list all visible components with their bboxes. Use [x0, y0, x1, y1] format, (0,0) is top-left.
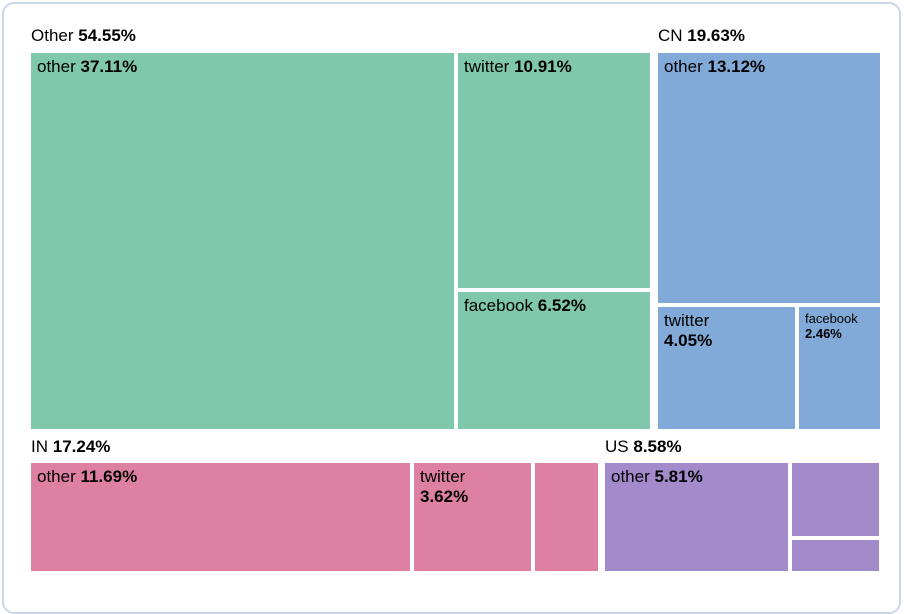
cell-pct-text: 19.63%: [687, 26, 745, 45]
treemap-cell-us-unlabeled[interactable]: [792, 463, 879, 536]
cell-pct-text: 5.81%: [654, 467, 703, 486]
cell-name-text: twitter: [420, 467, 466, 486]
treemap-group-label-in: IN 17.24%: [31, 437, 110, 457]
cell-pct-text: 2.46%: [805, 326, 842, 342]
treemap-cell-cn-facebook[interactable]: facebook 2.46%: [799, 307, 880, 429]
treemap-group-label-us: US 8.58%: [605, 437, 682, 457]
cell-name-text: facebook: [805, 311, 858, 326]
treemap: Other 54.55% other 37.11% twitter 10.91% fa…: [31, 26, 880, 571]
treemap-cell-label: other 37.11%: [31, 53, 454, 77]
cell-pct-text: 13.12%: [707, 57, 766, 76]
treemap-cell-other-facebook[interactable]: facebook 6.52%: [458, 292, 650, 429]
treemap-cell-us-unlabeled[interactable]: [792, 540, 879, 571]
treemap-cell-us-other[interactable]: other 5.81%: [605, 463, 788, 571]
treemap-cell-cn-other[interactable]: other 13.12%: [658, 53, 880, 303]
treemap-group-label-cn: CN 19.63%: [658, 26, 745, 46]
cell-name-text: twitter: [664, 311, 710, 330]
cell-name-text: facebook: [464, 296, 533, 315]
treemap-cell-label: other 11.69%: [31, 463, 410, 487]
cell-name-text: IN: [31, 437, 48, 456]
cell-name-text: other: [664, 57, 703, 76]
cell-pct-text: 54.55%: [78, 26, 136, 45]
cell-pct-text: 37.11%: [80, 57, 138, 76]
cell-name-text: Other: [31, 26, 74, 45]
treemap-group-label-other: Other 54.55%: [31, 26, 136, 46]
treemap-cell-label: other 5.81%: [605, 463, 788, 487]
treemap-cell-label: twitter 4.05%: [658, 307, 795, 351]
cell-name-text: twitter: [464, 57, 510, 76]
cell-name-text: other: [37, 57, 76, 76]
cell-name-text: US: [605, 437, 629, 456]
treemap-cell-other-twitter[interactable]: twitter 10.91%: [458, 53, 650, 288]
treemap-cell-label: facebook 2.46%: [799, 307, 880, 342]
treemap-cell-in-unlabeled[interactable]: [535, 463, 598, 571]
cell-name-text: other: [37, 467, 76, 486]
treemap-cell-label: twitter 3.62%: [414, 463, 531, 507]
cell-pct-text: 3.62%: [420, 487, 469, 507]
treemap-cell-label: twitter 10.91%: [458, 53, 650, 77]
cell-pct-text: 11.69%: [80, 467, 138, 486]
cell-name-text: other: [611, 467, 650, 486]
cell-pct-text: 4.05%: [664, 331, 713, 351]
cell-pct-text: 8.58%: [633, 437, 682, 456]
cell-pct-text: 6.52%: [537, 296, 586, 315]
cell-name-text: CN: [658, 26, 683, 45]
treemap-cell-in-twitter[interactable]: twitter 3.62%: [414, 463, 531, 571]
cell-pct-text: 17.24%: [52, 437, 111, 456]
treemap-cell-label: other 13.12%: [658, 53, 880, 77]
treemap-cell-other-other[interactable]: other 37.11%: [31, 53, 454, 429]
treemap-cell-cn-twitter[interactable]: twitter 4.05%: [658, 307, 795, 429]
treemap-cell-label: facebook 6.52%: [458, 292, 650, 316]
cell-pct-text: 10.91%: [514, 57, 572, 76]
treemap-cell-in-other[interactable]: other 11.69%: [31, 463, 410, 571]
